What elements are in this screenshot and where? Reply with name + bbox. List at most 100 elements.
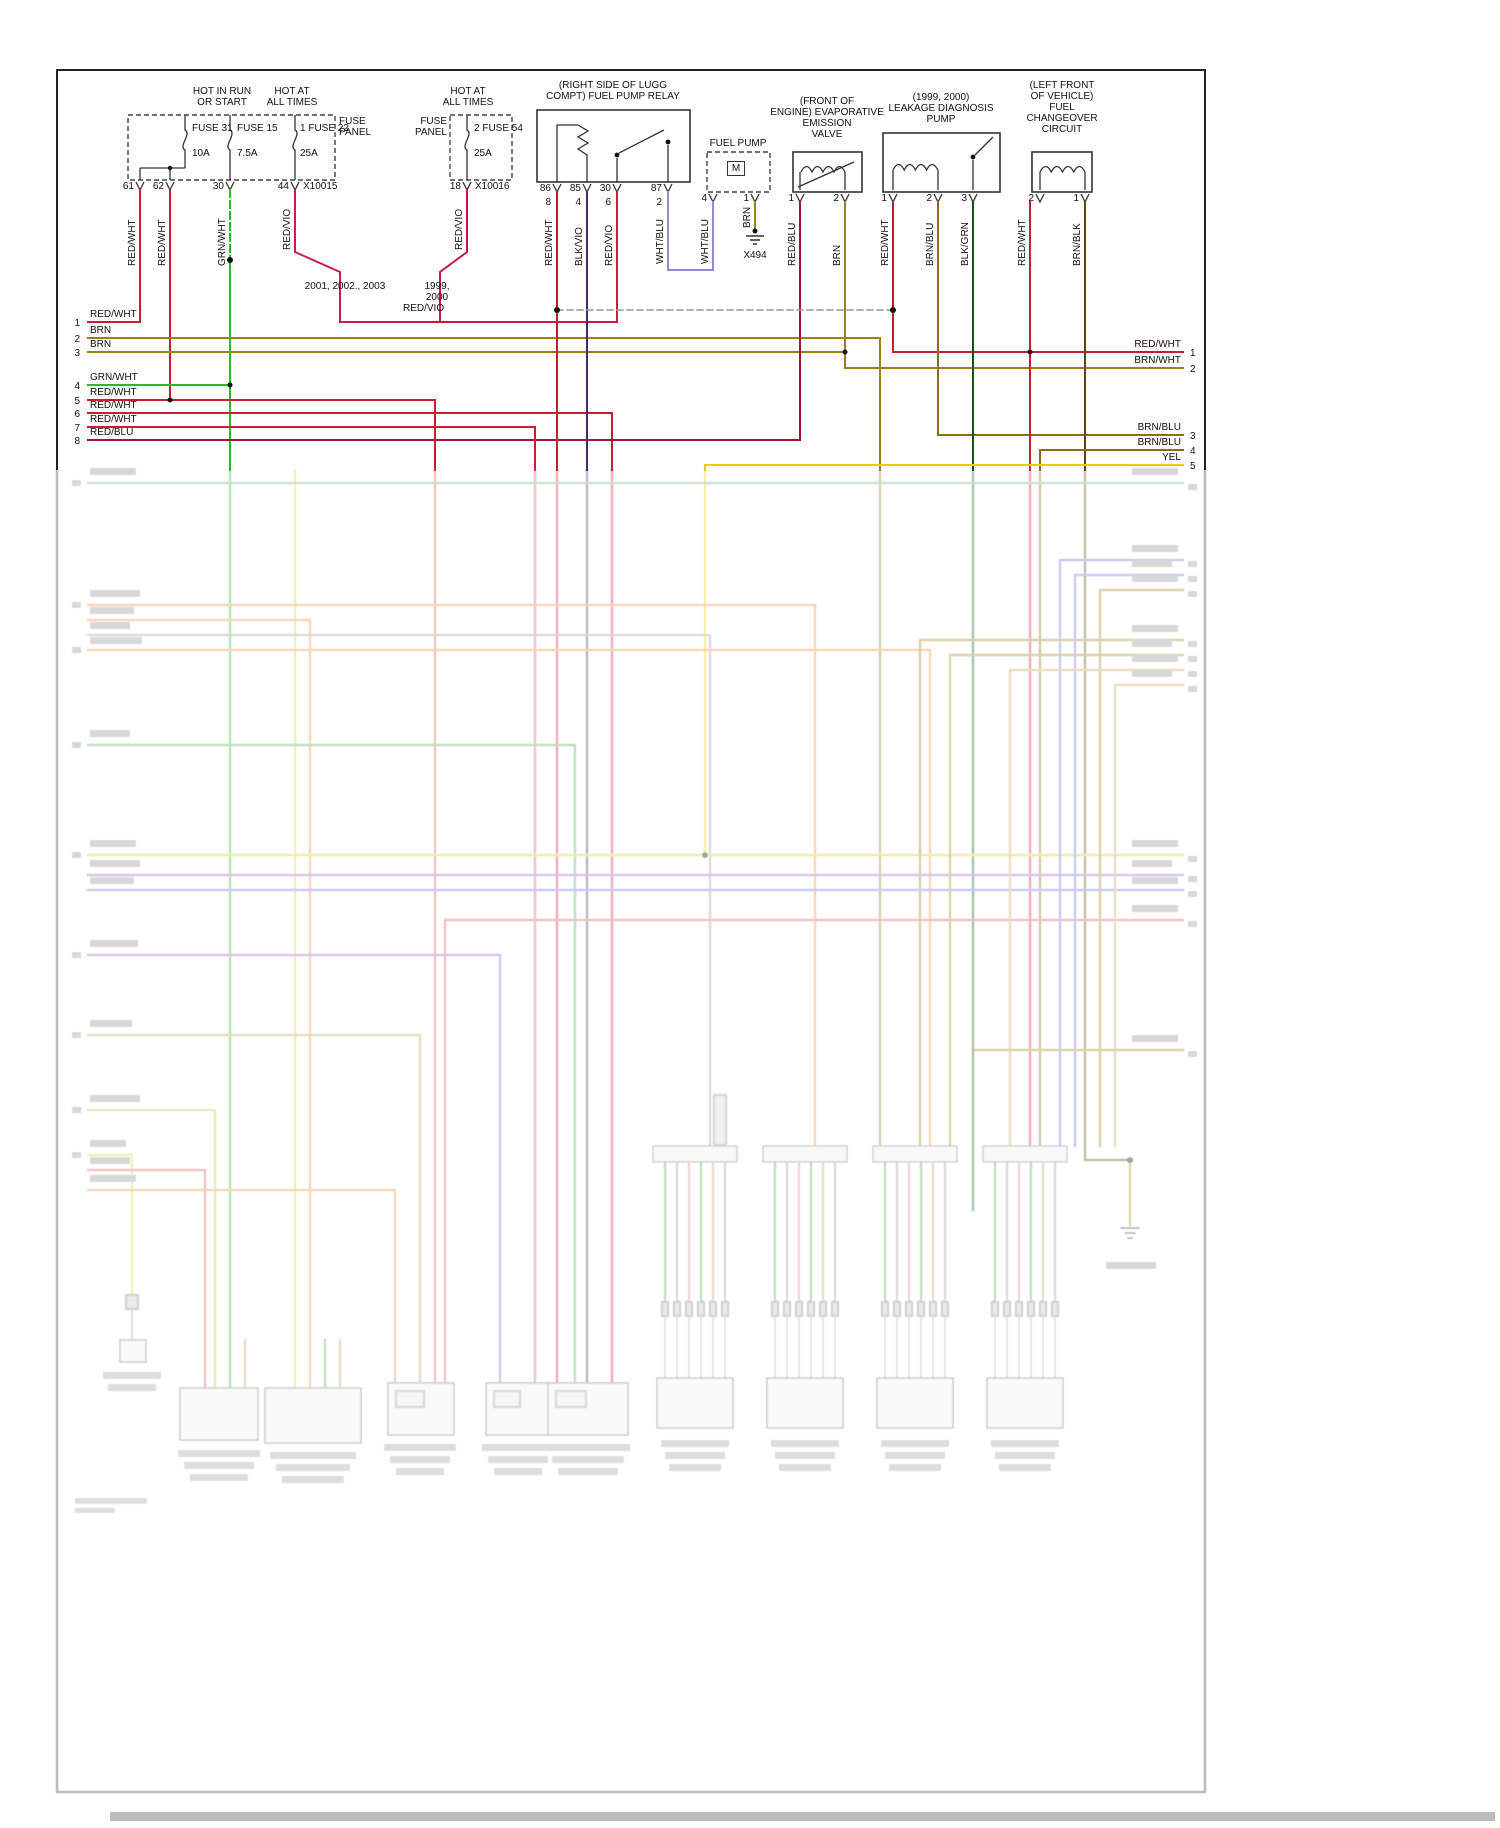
wire-color-label: RED/VIO [604, 224, 615, 266]
wire-number: 4 [74, 381, 80, 392]
pin-label: 61 [122, 181, 134, 192]
junction-dots [167, 228, 1033, 403]
fuse-name: 2 FUSE 54 [474, 123, 523, 134]
wire-color-label: BRN [90, 339, 112, 350]
pin-label: 85 [569, 183, 581, 194]
changeover-title: (LEFT FRONT [1029, 80, 1095, 91]
wire-number: 7 [74, 423, 80, 434]
ground-label: X494 [743, 250, 767, 261]
wire-color-label: BRN/BLU [1137, 422, 1181, 433]
blurred-component-1 [178, 1338, 260, 1481]
fuse-rating: 25A [300, 148, 318, 159]
relay-internals [556, 124, 671, 182]
wire-number: 3 [1190, 431, 1196, 442]
wire-color-label: RED/WHT [90, 387, 137, 398]
hot-in-run-label: HOT IN RUN [192, 86, 252, 97]
wire-color-label: RED/WHT [90, 414, 137, 425]
pin-label: 1 [788, 193, 794, 204]
changeover-internals [1039, 165, 1086, 190]
wire-color-label: RED/WHT [157, 219, 168, 266]
fuse-name: 1 FUSE 22 [300, 123, 349, 134]
fuse-rating: 25A [474, 148, 492, 159]
pin-label: 8 [545, 197, 551, 208]
wire-color-label: RED/WHT [1134, 339, 1181, 350]
leakage-pump-title: (1999, 2000) [912, 92, 970, 103]
evap-valve-box [792, 151, 863, 193]
fuel-pump-relay-box [536, 109, 691, 183]
wire-number: 2 [1190, 364, 1196, 375]
year-note: 2000 [425, 292, 449, 303]
pin-label: 6 [605, 197, 611, 208]
wire-color-label: RED/VIO [454, 208, 465, 250]
page-border [56, 69, 1206, 470]
wire-color-label: BRN/BLU [1137, 437, 1181, 448]
fuse-panel-label: FUSE [339, 116, 366, 127]
pin-label: 44 [277, 181, 289, 192]
wire-color-label: RED/WHT [127, 219, 138, 266]
fuse-symbols [139, 115, 470, 180]
changeover-title: CHANGEOVER [1026, 113, 1098, 124]
wire-color-label: RED/BLU [787, 222, 798, 266]
changeover-box [1031, 151, 1093, 193]
changeover-title: FUEL [1049, 102, 1075, 113]
leakage-pump-internals [892, 136, 994, 190]
hot-in-run-label: OR START [197, 97, 247, 108]
wire-color-label: BRN/BLK [1072, 223, 1083, 266]
wire-color-label: BRN/BLU [925, 222, 936, 266]
fuse-panel-label: PANEL [414, 127, 447, 138]
wire-color-label: WHT/BLU [655, 219, 666, 264]
pin-label: 62 [152, 181, 164, 192]
component-outlines [127, 109, 1093, 193]
fuel-pump-box [706, 151, 771, 193]
ground-symbol-x494 [746, 235, 764, 245]
wire-number: 8 [74, 436, 80, 447]
blurred-component-5 [546, 1382, 630, 1475]
year-note: 1999, [424, 281, 450, 292]
fuel-pump-title: FUEL PUMP [709, 138, 767, 149]
relay-title: (RIGHT SIDE OF LUGG [558, 80, 668, 91]
evap-valve-title: (FRONT OF [799, 96, 855, 107]
fuse-panel-label: PANEL [339, 127, 372, 138]
evap-valve-internals [797, 161, 855, 190]
pin-label: 4 [701, 193, 707, 204]
fuse-rating: 7.5A [237, 148, 258, 159]
blurred-cluster-4 [981, 1144, 1069, 1473]
pin-label: 30 [599, 183, 611, 194]
changeover-title: CIRCUIT [1041, 124, 1083, 135]
evap-valve-title: EMISSION [802, 118, 852, 129]
pin-label: 1 [881, 193, 887, 204]
wire-color-label: RED/WHT [90, 400, 137, 411]
pin-label: 2 [926, 193, 932, 204]
year-note: 2001, 2002., 2003 [304, 281, 386, 292]
wire-color-label: RED/WHT [90, 309, 137, 320]
motor-symbol: M [727, 161, 745, 176]
blurred-component-4 [482, 1382, 554, 1475]
pin-label: 1 [743, 193, 749, 204]
pin-label: 3 [961, 193, 967, 204]
wire-color-label: BRN [90, 325, 112, 336]
wire-number: 6 [74, 409, 80, 420]
blurred-label-stubs-left [72, 468, 142, 1182]
fuse-name: FUSE 15 [237, 123, 278, 134]
bottom-scrollbar[interactable] [110, 1812, 1495, 1821]
blurred-small-connector [103, 1293, 161, 1391]
blurred-component-2 [264, 1338, 362, 1483]
pin-label: 2 [833, 193, 839, 204]
wire-color-label: YEL [1162, 452, 1181, 463]
wire-number: 5 [74, 396, 80, 407]
blurred-connector-stub [712, 1093, 728, 1147]
pin-label: 86 [539, 183, 551, 194]
connector-label: X10015 [303, 181, 338, 192]
hot-at-all-times-label: ALL TIMES [266, 97, 318, 108]
pin-label: 1 [1073, 193, 1079, 204]
relay-title: COMPT) FUEL PUMP RELAY [546, 91, 680, 102]
wire-color-label: BRN/WHT [1134, 355, 1181, 366]
wire-color-label: BLK/GRN [960, 222, 971, 266]
wire-number: 1 [1190, 348, 1196, 359]
wire-color-label: BRN [742, 206, 753, 228]
hot-at-all-times-label: HOT AT [450, 86, 486, 97]
hot-at-all-times-label: HOT AT [274, 86, 310, 97]
wire-color-label: RED/BLU [90, 427, 134, 438]
leakage-pump-box [882, 132, 1001, 193]
